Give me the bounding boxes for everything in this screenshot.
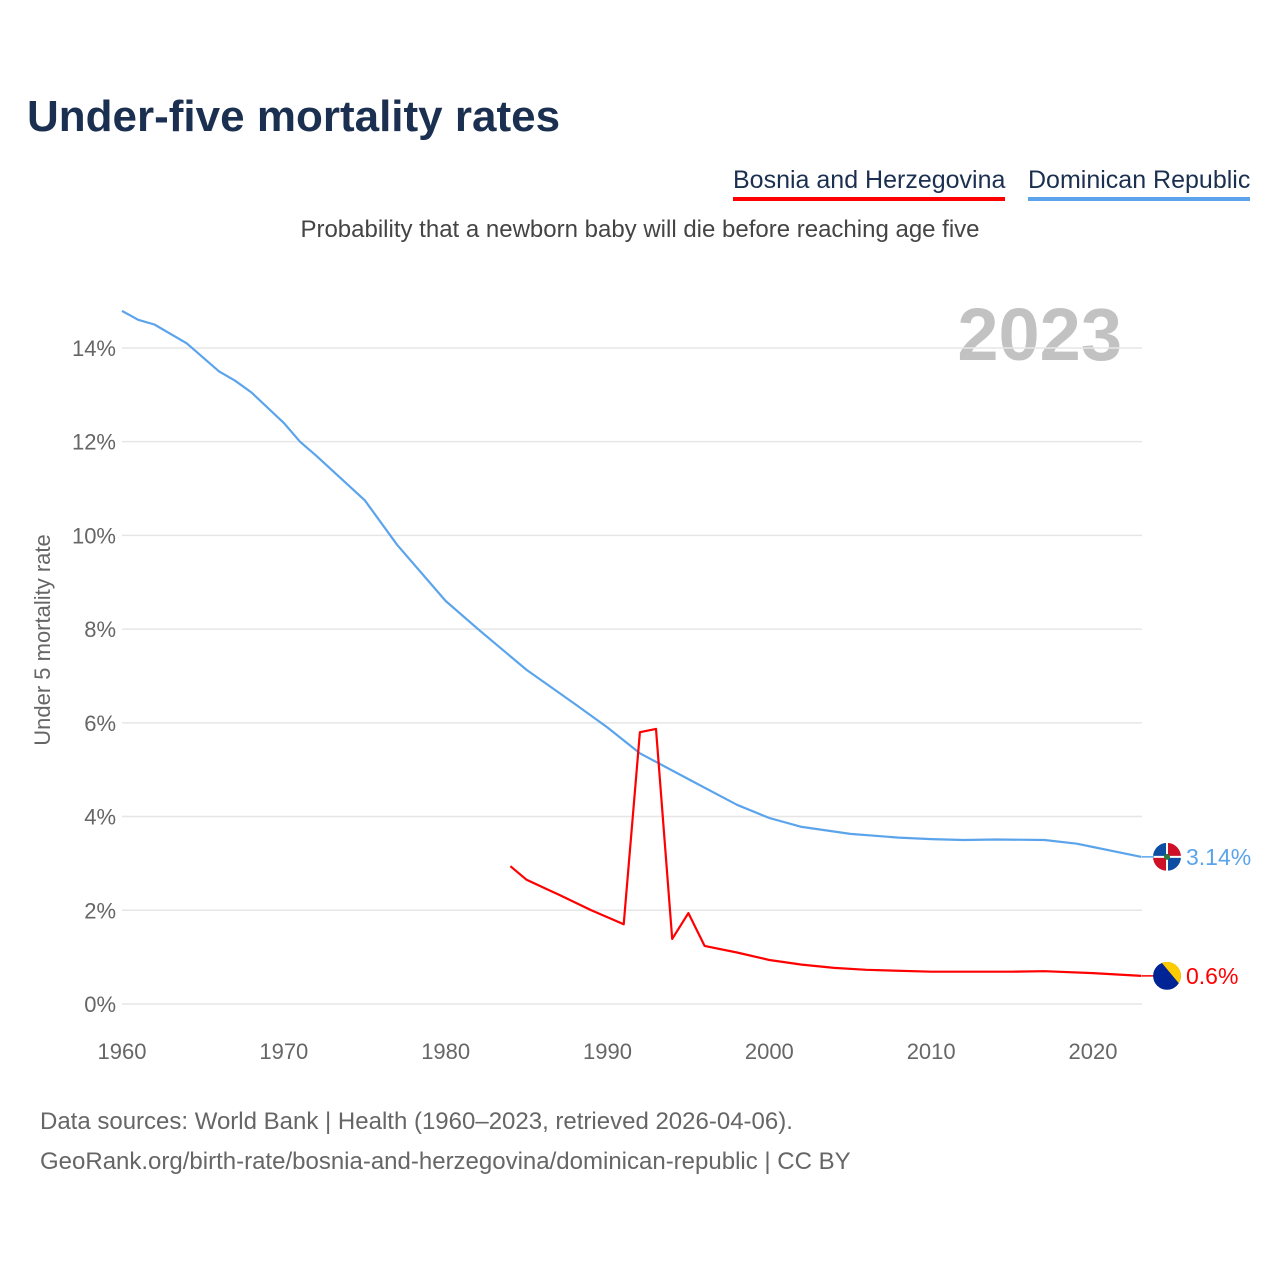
x-tick-label: 2010 — [907, 1039, 956, 1064]
x-tick-label: 1990 — [583, 1039, 632, 1064]
bosnia-flag-icon — [1153, 961, 1181, 990]
y-tick-label: 0% — [84, 992, 116, 1017]
footer-sources: Data sources: World Bank | Health (1960–… — [40, 1108, 793, 1135]
y-tick-label: 8% — [84, 617, 116, 642]
series-line-bosnia — [509, 727, 1142, 977]
x-tick-label: 1980 — [421, 1039, 470, 1064]
end-value-label: 3.14% — [1186, 844, 1251, 870]
end-value-label: 0.6% — [1186, 963, 1238, 989]
x-tick-label: 2020 — [1069, 1039, 1118, 1064]
x-tick-label: 1960 — [98, 1039, 147, 1064]
footer-link[interactable]: GeoRank.org/birth-rate/bosnia-and-herzeg… — [40, 1148, 851, 1175]
y-tick-label: 10% — [72, 523, 116, 548]
x-tick-label: 1970 — [259, 1039, 308, 1064]
dominican-republic-flag-icon — [1153, 842, 1181, 871]
legend-item-bosnia[interactable]: Bosnia and Herzegovina — [733, 166, 1006, 201]
y-tick-label: 14% — [72, 336, 116, 361]
y-tick-label: 6% — [84, 711, 116, 736]
series-line-dominican-republic — [121, 309, 1142, 858]
y-tick-label: 2% — [84, 898, 116, 923]
year-label: 2023 — [957, 293, 1122, 376]
y-tick-label: 4% — [84, 805, 116, 830]
legend-item-dominican-republic[interactable]: Dominican Republic — [1028, 166, 1251, 201]
chart-title: Under-five mortality rates — [27, 92, 561, 141]
y-axis-label: Under 5 mortality rate — [30, 534, 55, 746]
x-tick-label: 2000 — [745, 1039, 794, 1064]
y-tick-label: 12% — [72, 430, 116, 455]
chart-subtitle: Probability that a newborn baby will die… — [300, 216, 980, 243]
